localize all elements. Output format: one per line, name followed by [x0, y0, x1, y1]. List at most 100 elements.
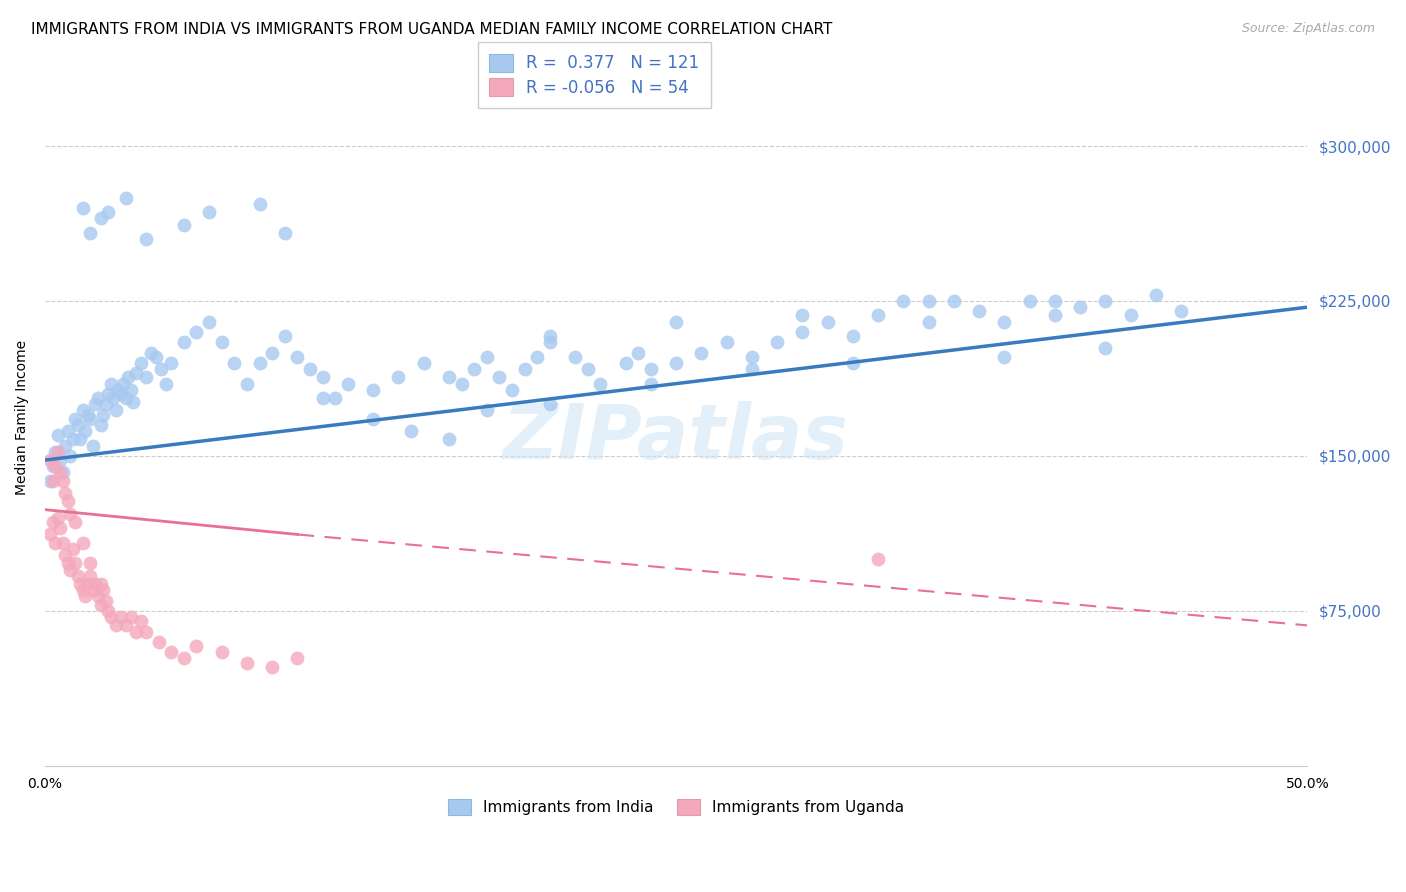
Point — [399, 424, 422, 438]
Point — [287, 350, 309, 364]
Point — [104, 403, 127, 417]
Point — [56, 557, 79, 571]
Point — [538, 335, 561, 350]
Point — [640, 362, 662, 376]
Point — [87, 391, 110, 405]
Point — [186, 639, 208, 653]
Point — [79, 226, 101, 240]
Point — [41, 474, 63, 488]
Point — [361, 411, 384, 425]
Point — [198, 315, 221, 329]
Point — [145, 350, 167, 364]
Point — [236, 376, 259, 391]
Point — [918, 293, 941, 308]
Point — [125, 366, 148, 380]
Point — [72, 403, 94, 417]
Point — [65, 411, 87, 425]
Point — [690, 345, 713, 359]
Point — [91, 408, 114, 422]
Point — [84, 397, 107, 411]
Point — [150, 362, 173, 376]
Text: ZIPatlas: ZIPatlas — [503, 401, 849, 475]
Point — [56, 424, 79, 438]
Point — [91, 583, 114, 598]
Point — [741, 362, 763, 376]
Point — [39, 527, 62, 541]
Point — [52, 535, 75, 549]
Point — [75, 590, 97, 604]
Point — [49, 453, 72, 467]
Point — [665, 315, 688, 329]
Point — [792, 325, 814, 339]
Point — [501, 383, 523, 397]
Point — [49, 521, 72, 535]
Point — [77, 408, 100, 422]
Point — [72, 583, 94, 598]
Point — [114, 191, 136, 205]
Point — [129, 614, 152, 628]
Point — [323, 391, 346, 405]
Point — [41, 515, 63, 529]
Point — [120, 383, 142, 397]
Point — [186, 325, 208, 339]
Point — [211, 645, 233, 659]
Point — [1018, 293, 1040, 308]
Point — [112, 376, 135, 391]
Point — [262, 659, 284, 673]
Point — [59, 449, 82, 463]
Point — [87, 590, 110, 604]
Point — [287, 651, 309, 665]
Point — [53, 439, 76, 453]
Point — [46, 428, 69, 442]
Point — [114, 391, 136, 405]
Point — [148, 635, 170, 649]
Point — [56, 494, 79, 508]
Point — [640, 376, 662, 391]
Point — [249, 197, 271, 211]
Point — [79, 568, 101, 582]
Point — [66, 417, 89, 432]
Point — [766, 335, 789, 350]
Point — [312, 391, 335, 405]
Point — [741, 350, 763, 364]
Point — [792, 309, 814, 323]
Point — [538, 397, 561, 411]
Point — [135, 624, 157, 639]
Point — [94, 593, 117, 607]
Point — [387, 370, 409, 384]
Point — [614, 356, 637, 370]
Point — [1043, 309, 1066, 323]
Point — [942, 293, 965, 308]
Point — [249, 356, 271, 370]
Point — [450, 376, 472, 391]
Point — [72, 201, 94, 215]
Point — [101, 391, 124, 405]
Point — [1043, 293, 1066, 308]
Point — [59, 563, 82, 577]
Point — [69, 577, 91, 591]
Point — [69, 433, 91, 447]
Point — [97, 604, 120, 618]
Point — [475, 403, 498, 417]
Point — [59, 507, 82, 521]
Point — [274, 226, 297, 240]
Point — [79, 411, 101, 425]
Point — [211, 335, 233, 350]
Point — [120, 610, 142, 624]
Point — [1170, 304, 1192, 318]
Point — [918, 315, 941, 329]
Point — [817, 315, 839, 329]
Point — [868, 552, 890, 566]
Point — [262, 345, 284, 359]
Point — [437, 433, 460, 447]
Point — [52, 466, 75, 480]
Y-axis label: Median Family Income: Median Family Income — [15, 340, 30, 495]
Point — [107, 383, 129, 397]
Point — [62, 541, 84, 556]
Point — [993, 315, 1015, 329]
Point — [312, 370, 335, 384]
Point — [100, 610, 122, 624]
Point — [122, 395, 145, 409]
Point — [155, 376, 177, 391]
Point — [173, 218, 195, 232]
